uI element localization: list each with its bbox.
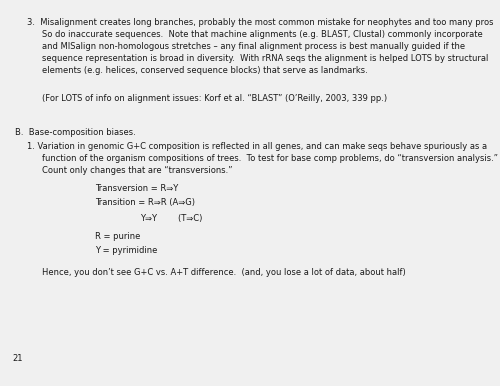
Text: Y = pyrimidine: Y = pyrimidine <box>95 246 158 255</box>
Text: elements (e.g. helices, conserved sequence blocks) that serve as landmarks.: elements (e.g. helices, conserved sequen… <box>42 66 368 75</box>
Text: (For LOTS of info on alignment issues: Korf et al. “BLAST” (O’Reilly, 2003, 339 : (For LOTS of info on alignment issues: K… <box>42 94 387 103</box>
Text: B.  Base-composition biases.: B. Base-composition biases. <box>15 128 136 137</box>
Text: Transition = R⇒R (A⇒G): Transition = R⇒R (A⇒G) <box>95 198 195 207</box>
Text: R = purine: R = purine <box>95 232 140 241</box>
Text: Y⇒Y        (T⇒C): Y⇒Y (T⇒C) <box>140 214 202 223</box>
Text: 3.  Misalignment creates long branches, probably the most common mistake for neo: 3. Misalignment creates long branches, p… <box>27 18 493 27</box>
Text: Count only changes that are “transversions.”: Count only changes that are “transversio… <box>42 166 232 175</box>
Text: function of the organism compositions of trees.  To test for base comp problems,: function of the organism compositions of… <box>42 154 498 163</box>
Text: 1. Variation in genomic G+C composition is reflected in all genes, and can make : 1. Variation in genomic G+C composition … <box>27 142 487 151</box>
Text: and MISalign non-homologous stretches – any final alignment process is best manu: and MISalign non-homologous stretches – … <box>42 42 465 51</box>
Text: So do inaccurate sequences.  Note that machine alignments (e.g. BLAST, Clustal) : So do inaccurate sequences. Note that ma… <box>42 30 483 39</box>
Text: Transversion = R⇒Y: Transversion = R⇒Y <box>95 184 178 193</box>
Text: 21: 21 <box>12 354 22 363</box>
Text: Hence, you don’t see G+C vs. A+T difference.  (and, you lose a lot of data, abou: Hence, you don’t see G+C vs. A+T differe… <box>42 268 406 277</box>
Text: sequence representation is broad in diversity.  With rRNA seqs the alignment is : sequence representation is broad in dive… <box>42 54 488 63</box>
